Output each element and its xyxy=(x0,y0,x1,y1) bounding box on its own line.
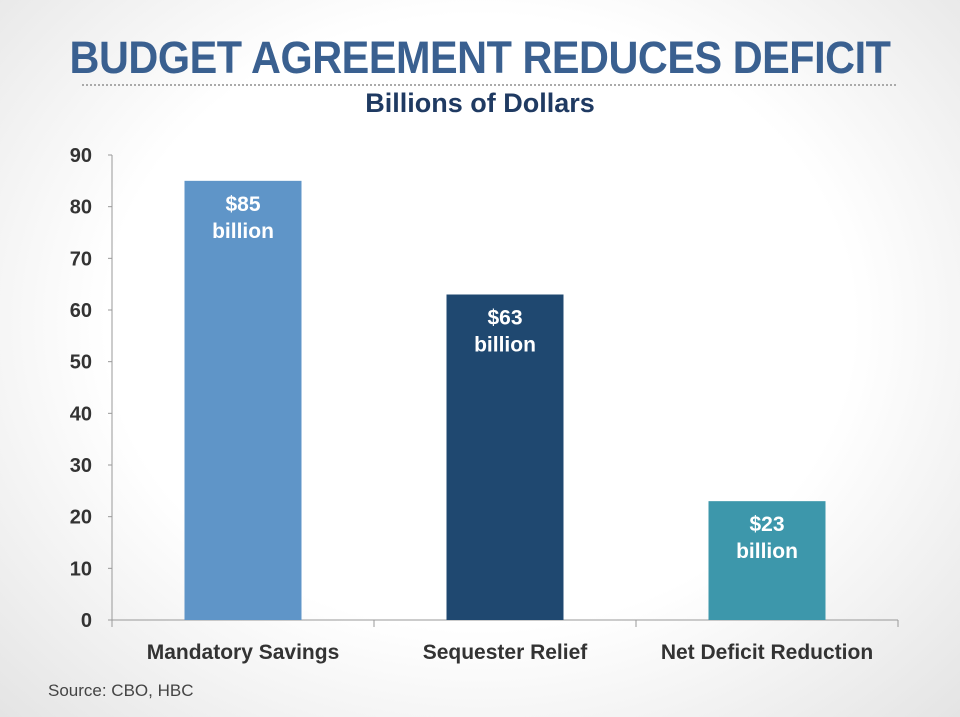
x-category-label: Net Deficit Reduction xyxy=(661,641,873,664)
chart-subtitle: Billions of Dollars xyxy=(365,88,595,118)
y-tick-label: 20 xyxy=(70,507,92,529)
bar-1 xyxy=(184,180,302,621)
source-note: Source: CBO, HBC xyxy=(48,681,194,700)
y-tick-label: 10 xyxy=(70,558,92,580)
y-tick-label: 80 xyxy=(70,197,92,219)
y-tick-label: 40 xyxy=(70,403,92,425)
y-tick-label: 70 xyxy=(70,248,92,270)
y-tick-label: 30 xyxy=(70,455,92,477)
y-tick-label: 50 xyxy=(70,352,92,374)
chart-title: BUDGET AGREEMENT REDUCES DEFICIT xyxy=(69,32,891,83)
data-label-unit: billion xyxy=(474,334,536,357)
data-label-value: $85 xyxy=(225,193,260,216)
data-label-value: $63 xyxy=(487,307,522,330)
bar-2 xyxy=(446,294,564,620)
x-category-label: Sequester Relief xyxy=(423,641,589,664)
y-tick-label: 60 xyxy=(70,300,92,322)
x-category-label: Mandatory Savings xyxy=(147,641,340,664)
data-label-value: $23 xyxy=(749,513,784,536)
data-label-unit: billion xyxy=(212,220,274,243)
y-tick-label: 0 xyxy=(81,610,92,632)
title-divider xyxy=(82,84,896,86)
data-label-unit: billion xyxy=(736,540,798,563)
y-tick-label: 90 xyxy=(70,145,92,167)
bar-3 xyxy=(708,501,826,620)
